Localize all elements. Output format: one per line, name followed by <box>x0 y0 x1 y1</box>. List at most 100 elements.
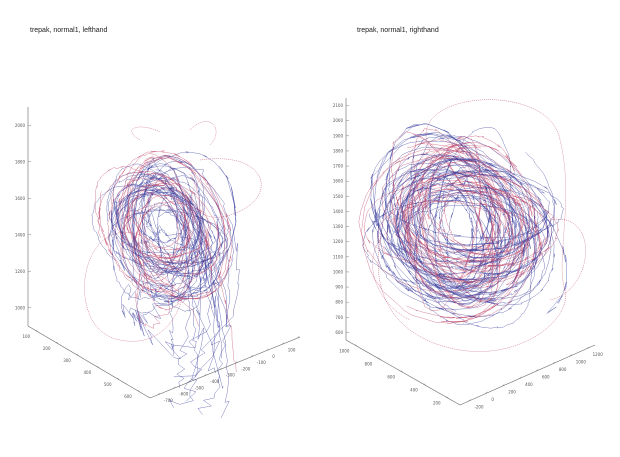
z-tick-label: 1600 <box>15 196 26 201</box>
trajectory-line <box>439 189 513 260</box>
trajectory-line <box>388 152 556 301</box>
y-tick-label: 1000 <box>339 349 350 354</box>
trajectory-line <box>410 157 550 275</box>
y-tick <box>56 341 59 345</box>
trajectory-line <box>143 178 232 415</box>
trajectory-line <box>189 121 217 146</box>
trajectory-line <box>404 146 513 289</box>
x-tick <box>485 391 488 394</box>
trajectory-line <box>131 126 161 141</box>
y-tick <box>400 370 404 373</box>
x-tick-label: 0 <box>491 397 494 402</box>
x-tick-label: 100 <box>288 347 296 352</box>
x-tick <box>535 369 539 372</box>
z-tick-label: 2000 <box>333 118 344 123</box>
trajectory-line <box>380 158 531 300</box>
trajectory-line <box>374 132 518 305</box>
trajectory-line <box>385 162 502 287</box>
trajectory-line <box>362 198 505 288</box>
trajectory-line <box>402 184 549 268</box>
trajectory-line <box>97 170 208 276</box>
x-tick-label: -400 <box>210 379 220 384</box>
trajectory-line <box>437 203 518 288</box>
trajectory-line <box>133 206 183 276</box>
trajectory-line <box>401 169 557 252</box>
y-axis-line <box>27 325 151 399</box>
trajectory-line <box>147 187 202 251</box>
trajectory-line <box>142 173 202 311</box>
chart-title-righthand: trepak, normal1, righthand <box>357 27 439 34</box>
z-tick-label: 1700 <box>333 164 344 169</box>
trajectory-line <box>396 192 545 304</box>
x-tick <box>552 361 555 364</box>
trajectory-line <box>426 196 493 279</box>
y-tick <box>423 383 426 386</box>
trajectory-line <box>417 170 530 290</box>
trajectory-line <box>127 191 221 295</box>
y-tick-label: 400 <box>410 388 418 393</box>
trajectory-line <box>400 159 536 261</box>
trajectory-line <box>412 151 510 272</box>
x-tick-label: 0 <box>272 354 275 359</box>
trajectory-line <box>113 177 224 389</box>
plot-lefthand: 1000120014001600180020001002003004005006… <box>15 107 300 418</box>
trajectory-line <box>410 189 528 259</box>
trajectory-line <box>116 189 213 269</box>
x-tick <box>502 384 505 387</box>
x-tick-label: -500 <box>195 385 205 390</box>
trajectory-line <box>129 182 199 377</box>
x-tick-label: -100 <box>257 360 267 365</box>
trajectory-line <box>431 135 555 306</box>
trajectory-line <box>403 190 542 297</box>
x-tick <box>219 367 222 370</box>
trajectory-line <box>381 156 538 263</box>
trajectory-line <box>385 170 513 254</box>
trajectory-line <box>111 194 221 402</box>
y-tick <box>378 357 381 360</box>
trajectory-line <box>121 195 230 264</box>
y-tick-label: 600 <box>387 375 395 380</box>
trajectory-line <box>549 218 586 301</box>
x-tick <box>468 399 471 402</box>
y-tick-label: 400 <box>84 370 92 375</box>
z-tick-label: 1500 <box>333 194 344 199</box>
trajectory-line <box>121 183 189 291</box>
trajectory-line <box>377 208 520 269</box>
trajectory-line <box>446 162 497 294</box>
x-tick <box>297 336 300 339</box>
y-tick-label: 600 <box>124 394 132 399</box>
x-tick-label: 600 <box>542 374 550 379</box>
z-tick-label: 800 <box>335 300 343 305</box>
trajectory-line <box>379 169 537 318</box>
trajectory-line <box>120 151 237 297</box>
trajectory-line <box>391 139 495 280</box>
trajectory-line <box>132 190 200 327</box>
z-tick-label: 1200 <box>333 239 344 244</box>
trajectory-line <box>124 204 209 262</box>
z-tick-label: 900 <box>335 285 343 290</box>
y-tick-label: 500 <box>104 382 112 387</box>
x-tick <box>586 346 589 349</box>
trajectory-line <box>112 175 181 300</box>
chart-title-lefthand: trepak, normal1, lefthand <box>30 27 108 34</box>
trajectory-line <box>414 193 474 248</box>
y-tick <box>76 353 79 357</box>
z-tick-label: 600 <box>335 330 343 335</box>
x-tick <box>569 354 572 357</box>
trajectory-line <box>169 169 187 356</box>
z-tick-label: 1000 <box>15 305 26 310</box>
y-tick-label: 100 <box>23 334 31 339</box>
z-tick-label: 1100 <box>333 254 344 259</box>
trajectory-line <box>155 169 204 280</box>
trajectory-line <box>396 200 499 276</box>
trajectory-line <box>408 142 536 319</box>
trajectory-line <box>191 158 262 218</box>
z-tick-label: 2100 <box>333 103 344 108</box>
y-tick-label: 200 <box>43 346 51 351</box>
z-tick-label: 700 <box>335 315 343 320</box>
x-axis-line <box>149 336 300 399</box>
trajectory-line <box>119 152 190 329</box>
trajectory-line <box>393 165 530 283</box>
z-tick-label: 1600 <box>333 179 344 184</box>
